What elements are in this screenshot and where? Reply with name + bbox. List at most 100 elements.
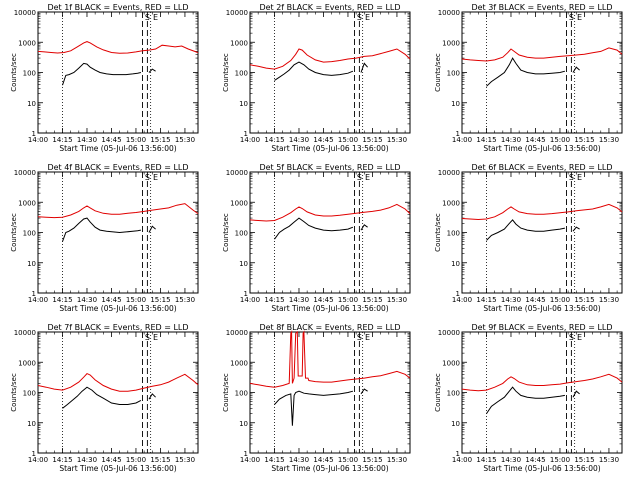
marker-label-e: E <box>577 333 582 342</box>
x-tick-label: 14:15 <box>264 456 284 464</box>
x-axis-label: Start Time (05-Jul-06 13:56:00) <box>483 144 600 153</box>
x-tick-label: 15:15 <box>574 456 594 464</box>
y-tick-label: 1000 <box>230 359 248 367</box>
event-series-line <box>360 224 368 231</box>
event-series-line <box>572 390 580 398</box>
event-series-line <box>148 225 156 233</box>
x-axis-label: Start Time (05-Jul-06 13:56:00) <box>483 304 600 313</box>
panel-title: Det 9f BLACK = Events, RED = LLD <box>471 323 612 332</box>
x-tick-label: 14:45 <box>313 296 333 304</box>
marker-label-e: E <box>153 173 158 182</box>
panel-det-3f: Det 3f BLACK = Events, RED = LLD 1 10 100 10… <box>434 3 623 153</box>
y-tick-label: 10000 <box>438 329 460 337</box>
x-tick-label: 15:15 <box>150 456 170 464</box>
y-tick-label: 10 <box>451 100 460 108</box>
y-tick-label: 1000 <box>18 359 36 367</box>
panel-det-1f: Det 1f BLACK = Events, RED = LLD 1 10 100 10… <box>10 3 199 153</box>
x-tick-label: 15:15 <box>150 136 170 144</box>
event-series-line <box>486 219 565 241</box>
y-axis-label: Counts/sec <box>10 213 18 252</box>
y-tick-label: 10 <box>239 260 248 268</box>
x-tick-label: 15:30 <box>387 136 407 144</box>
x-tick-label: 14:00 <box>452 456 472 464</box>
y-tick-label: 10000 <box>14 169 36 177</box>
y-tick-label: 1000 <box>442 39 460 47</box>
marker-label-s: S <box>145 13 150 22</box>
x-axis-label: Start Time (05-Jul-06 13:56:00) <box>59 464 176 473</box>
event-series-line <box>360 62 368 73</box>
plot-frame <box>249 331 411 454</box>
y-tick-label: 10 <box>27 100 36 108</box>
plot-frame <box>461 331 623 454</box>
x-tick-label: 15:00 <box>126 136 146 144</box>
y-tick-label: 1 <box>244 130 248 138</box>
marker-label-e: E <box>153 13 158 22</box>
x-tick-label: 14:45 <box>525 456 545 464</box>
lld-series-line <box>249 330 411 388</box>
x-tick-label: 14:00 <box>240 296 260 304</box>
x-tick-label: 14:30 <box>501 456 521 464</box>
y-tick-label: 10 <box>27 260 36 268</box>
x-tick-label: 14:00 <box>240 136 260 144</box>
event-series-line <box>360 388 368 395</box>
x-tick-label: 14:15 <box>476 296 496 304</box>
x-tick-label: 15:15 <box>574 296 594 304</box>
lld-series-line <box>461 373 623 392</box>
plot-frame <box>249 11 411 134</box>
x-tick-label: 14:30 <box>501 136 521 144</box>
x-tick-label: 15:30 <box>599 296 619 304</box>
x-tick-label: 15:15 <box>150 296 170 304</box>
y-axis-label: Counts/sec <box>222 213 230 252</box>
x-tick-label: 15:00 <box>126 456 146 464</box>
y-tick-label: 100 <box>235 70 248 78</box>
x-axis-label: Start Time (05-Jul-06 13:56:00) <box>483 464 600 473</box>
y-axis-label: Counts/sec <box>222 373 230 412</box>
x-tick-label: 15:30 <box>175 136 195 144</box>
panel-det-9f: Det 9f BLACK = Events, RED = LLD 1 10 100 10… <box>434 323 623 473</box>
event-series-line <box>62 386 142 409</box>
x-tick-label: 15:30 <box>387 296 407 304</box>
marker-label-s: S <box>357 13 362 22</box>
x-tick-label: 14:45 <box>101 296 121 304</box>
y-tick-label: 1000 <box>230 199 248 207</box>
y-tick-label: 1 <box>456 130 460 138</box>
event-series-line <box>274 217 354 240</box>
x-tick-label: 15:15 <box>362 456 382 464</box>
y-tick-label: 100 <box>447 390 460 398</box>
x-axis-label: Start Time (05-Jul-06 13:56:00) <box>271 304 388 313</box>
lld-series-line <box>249 48 411 70</box>
y-tick-label: 10000 <box>226 169 248 177</box>
x-tick-label: 14:45 <box>525 296 545 304</box>
y-tick-label: 10000 <box>438 9 460 17</box>
marker-label-s: S <box>569 173 574 182</box>
y-tick-label: 10000 <box>14 329 36 337</box>
x-axis-label: Start Time (05-Jul-06 13:56:00) <box>271 464 388 473</box>
y-tick-label: 100 <box>235 390 248 398</box>
panel-title: Det 5f BLACK = Events, RED = LLD <box>259 163 400 172</box>
y-tick-label: 1 <box>32 450 36 458</box>
x-tick-label: 15:15 <box>574 136 594 144</box>
y-tick-label: 10000 <box>226 9 248 17</box>
x-tick-label: 15:15 <box>362 136 382 144</box>
lld-series-line <box>461 47 623 62</box>
x-axis-label: Start Time (05-Jul-06 13:56:00) <box>271 144 388 153</box>
y-tick-label: 1000 <box>18 199 36 207</box>
x-tick-label: 14:45 <box>313 136 333 144</box>
plot-frame <box>37 331 199 454</box>
x-tick-label: 15:00 <box>550 296 570 304</box>
x-tick-label: 14:45 <box>313 456 333 464</box>
panel-det-4f: Det 4f BLACK = Events, RED = LLD 1 10 100 10… <box>10 163 199 313</box>
y-tick-label: 100 <box>23 230 36 238</box>
panel-title: Det 7f BLACK = Events, RED = LLD <box>47 323 188 332</box>
x-tick-label: 14:15 <box>52 456 72 464</box>
x-tick-label: 14:00 <box>28 136 48 144</box>
y-tick-label: 1 <box>32 130 36 138</box>
x-tick-label: 14:45 <box>101 456 121 464</box>
x-tick-label: 15:00 <box>126 296 146 304</box>
y-tick-label: 1 <box>456 450 460 458</box>
y-axis-label: Counts/sec <box>222 53 230 92</box>
plot-frame <box>37 11 199 134</box>
y-axis-label: Counts/sec <box>434 373 442 412</box>
plot-frame <box>461 11 623 134</box>
